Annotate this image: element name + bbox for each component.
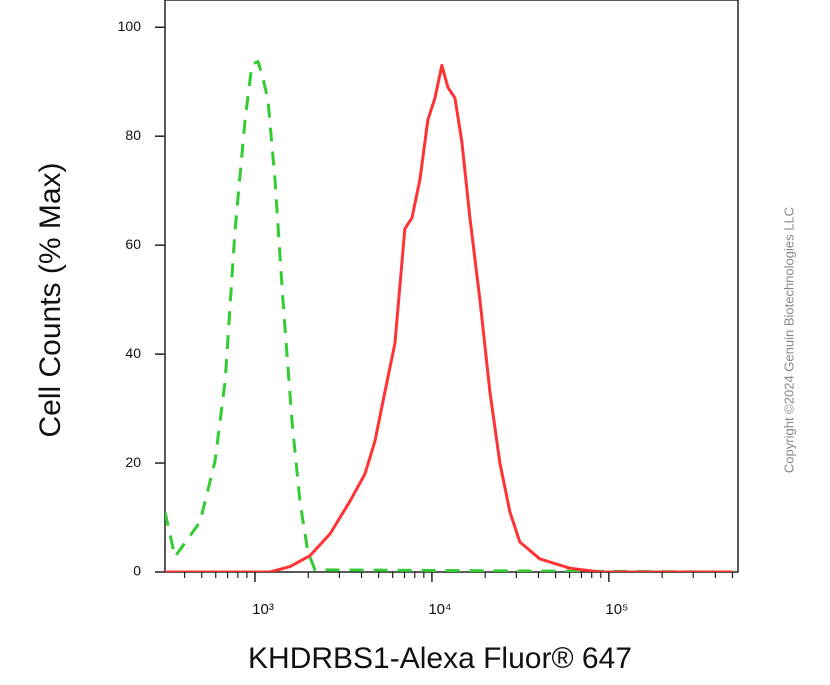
x-axis-title: KHDRBS1-Alexa Fluor® 647: [248, 642, 632, 675]
x-tick-label: 10³: [252, 601, 274, 618]
x-tick-label: 10⁴: [428, 601, 451, 618]
plot-area: [165, 60, 733, 572]
y-tick-label: 80: [125, 127, 141, 143]
y-tick-label: 60: [125, 236, 141, 252]
y-tick-label: 0: [133, 563, 141, 579]
y-tick-label: 40: [125, 345, 141, 361]
histogram-line: [165, 63, 733, 572]
x-tick-label: 10⁵: [605, 601, 628, 618]
plot-frame: [164, 0, 739, 573]
y-tick-label: 100: [118, 18, 142, 34]
copyright: Copyright ©2024 Genuin Biotechnologies L…: [781, 207, 796, 473]
y-axis-title: Cell Counts (% Max): [34, 162, 67, 437]
y-tick-label: 20: [125, 454, 141, 470]
histogram-line: [165, 60, 733, 572]
